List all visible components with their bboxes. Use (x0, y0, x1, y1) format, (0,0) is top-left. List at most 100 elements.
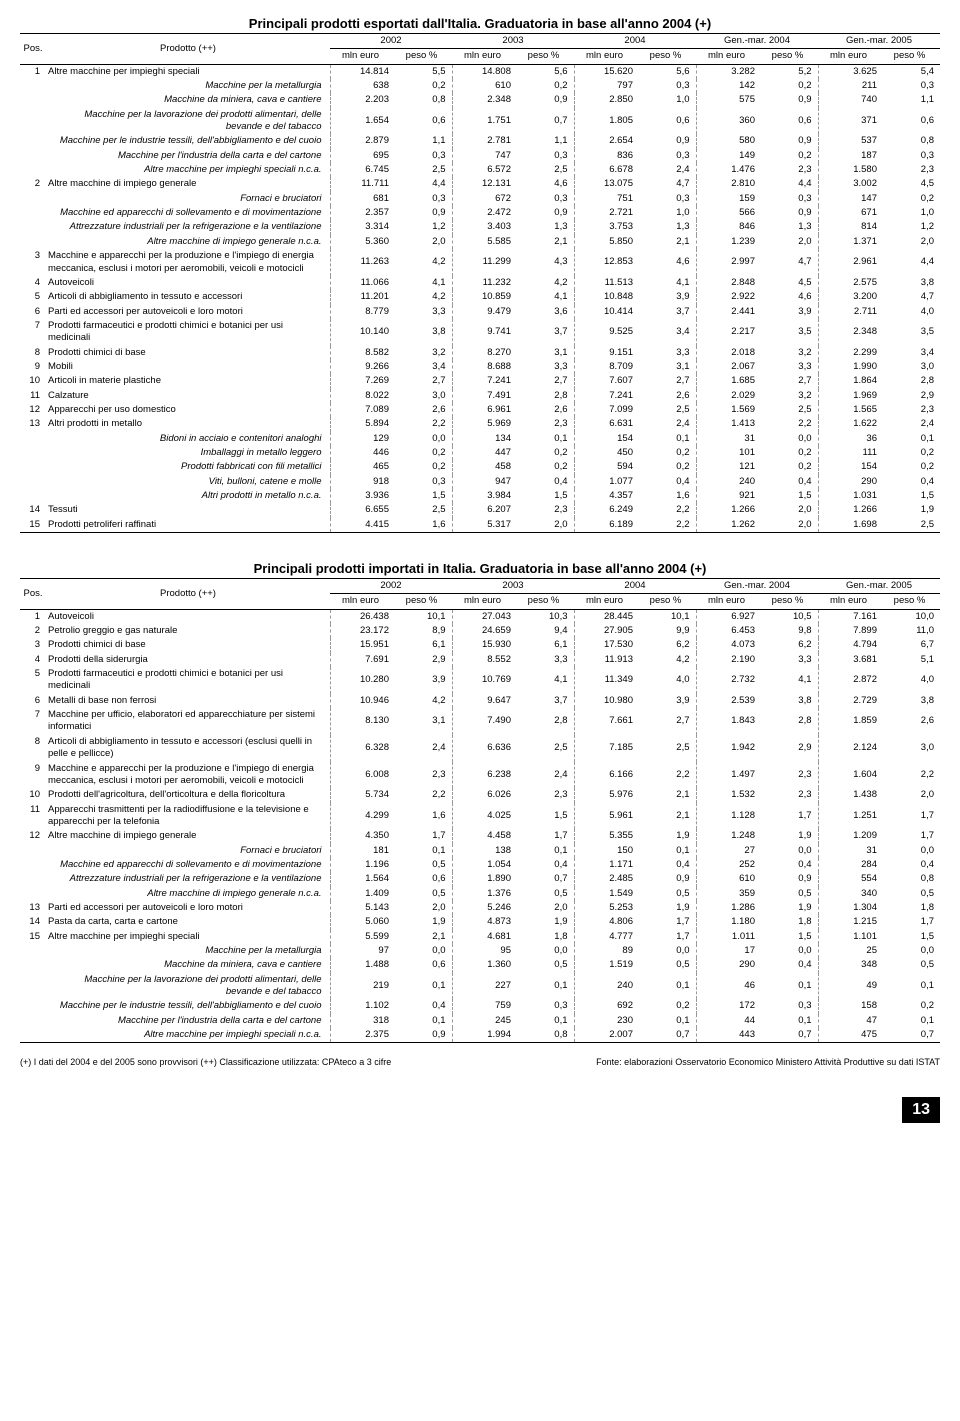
product-cell: Altre macchine di impiego generale n.c.a… (46, 887, 330, 901)
product-cell: Attrezzature industriali per la refriger… (46, 220, 330, 234)
pos-cell (20, 235, 46, 249)
product-cell: Petrolio greggio e gas naturale (46, 624, 330, 638)
product-cell: Parti ed accessori per autoveicoli e lor… (46, 305, 330, 319)
product-cell: Metalli di base non ferrosi (46, 694, 330, 708)
product-cell: Calzature (46, 389, 330, 403)
product-cell: Macchine per la metallurgia (46, 944, 330, 958)
product-cell: Macchine per l'industria della carta e d… (46, 1014, 330, 1028)
product-cell: Viti, bulloni, catene e molle (46, 475, 330, 489)
product-cell: Prodotti dell'agricoltura, dell'orticolt… (46, 788, 330, 802)
product-cell: Parti ed accessori per autoveicoli e lor… (46, 901, 330, 915)
pos-cell (20, 958, 46, 972)
pos-cell: 10 (20, 374, 46, 388)
product-cell: Altri prodotti in metallo n.c.a. (46, 489, 330, 503)
table1-title: Principali prodotti esportati dall'Itali… (20, 16, 940, 31)
product-cell: Prodotti petroliferi raffinati (46, 518, 330, 533)
product-cell: Macchine ed apparecchi di sollevamento e… (46, 858, 330, 872)
pos-cell (20, 163, 46, 177)
product-cell: Macchine da miniera, cava e cantiere (46, 93, 330, 107)
product-cell: Macchine e apparecchi per la produzione … (46, 249, 330, 276)
pos-cell (20, 149, 46, 163)
product-cell: Altre macchine per impieghi speciali (46, 930, 330, 944)
pos-cell: 15 (20, 930, 46, 944)
product-cell: Altre macchine per impieghi speciali (46, 64, 330, 79)
product-cell: Prodotti chimici di base (46, 638, 330, 652)
pos-cell (20, 134, 46, 148)
pos-cell (20, 206, 46, 220)
product-cell: Macchine per la lavorazione dei prodotti… (46, 108, 330, 135)
product-cell: Fornaci e bruciatori (46, 844, 330, 858)
pos-cell (20, 973, 46, 1000)
product-cell: Macchine per la lavorazione dei prodotti… (46, 973, 330, 1000)
pos-cell (20, 858, 46, 872)
product-cell: Macchine ed apparecchi di sollevamento e… (46, 206, 330, 220)
pos-cell: 8 (20, 346, 46, 360)
pos-cell: 9 (20, 762, 46, 789)
pos-cell: 6 (20, 305, 46, 319)
product-cell: Apparecchi trasmittenti per la radiodiff… (46, 803, 330, 830)
product-cell: Mobili (46, 360, 330, 374)
pos-cell: 5 (20, 290, 46, 304)
product-cell: Macchine per la metallurgia (46, 79, 330, 93)
pos-cell: 7 (20, 708, 46, 735)
pos-cell: 14 (20, 503, 46, 517)
pos-cell (20, 887, 46, 901)
pos-cell (20, 999, 46, 1013)
pos-cell (20, 93, 46, 107)
product-cell: Macchine per le industrie tessili, dell'… (46, 134, 330, 148)
pos-cell: 6 (20, 694, 46, 708)
pos-cell: 3 (20, 638, 46, 652)
pos-cell (20, 108, 46, 135)
pos-cell: 4 (20, 653, 46, 667)
pos-cell: 1 (20, 64, 46, 79)
pos-cell (20, 844, 46, 858)
pos-cell: 12 (20, 403, 46, 417)
product-cell: Altre macchine di impiego generale (46, 829, 330, 843)
pos-cell (20, 489, 46, 503)
page-number: 13 (902, 1097, 940, 1123)
product-cell: Imballaggi in metallo leggero (46, 446, 330, 460)
product-cell: Autoveicoli (46, 609, 330, 624)
pos-cell: 10 (20, 788, 46, 802)
product-cell: Prodotti farmaceutici e prodotti chimici… (46, 667, 330, 694)
pos-cell (20, 79, 46, 93)
product-cell: Macchine per l'industria della carta e d… (46, 149, 330, 163)
product-cell: Macchine per ufficio, elaboratori ed app… (46, 708, 330, 735)
import-table: Pos. Prodotto (++) 2002 2003 2004 Gen.-m… (20, 578, 940, 1043)
pos-cell: 8 (20, 735, 46, 762)
pos-cell: 11 (20, 803, 46, 830)
product-cell: Macchine per le industrie tessili, dell'… (46, 999, 330, 1013)
pos-cell: 2 (20, 177, 46, 191)
pos-cell: 3 (20, 249, 46, 276)
pos-cell (20, 1014, 46, 1028)
pos-cell (20, 872, 46, 886)
product-cell: Prodotti fabbricati con fili metallici (46, 460, 330, 474)
product-cell: Bidoni in acciaio e contenitori analoghi (46, 432, 330, 446)
product-cell: Fornaci e bruciatori (46, 192, 330, 206)
pos-cell (20, 220, 46, 234)
pos-cell: 13 (20, 901, 46, 915)
pos-cell: 13 (20, 417, 46, 431)
product-cell: Pasta da carta, carta e cartone (46, 915, 330, 929)
pos-cell (20, 460, 46, 474)
pos-cell: 2 (20, 624, 46, 638)
pos-cell: 7 (20, 319, 46, 346)
product-cell: Prodotti della siderurgia (46, 653, 330, 667)
pos-cell: 14 (20, 915, 46, 929)
product-cell: Prodotti farmaceutici e prodotti chimici… (46, 319, 330, 346)
pos-cell (20, 944, 46, 958)
pos-cell: 5 (20, 667, 46, 694)
pos-cell: 1 (20, 609, 46, 624)
product-cell: Articoli in materie plastiche (46, 374, 330, 388)
pos-cell (20, 446, 46, 460)
product-cell: Tessuti (46, 503, 330, 517)
pos-cell: 11 (20, 389, 46, 403)
pos-cell (20, 1028, 46, 1043)
pos-cell: 15 (20, 518, 46, 533)
footnotes: (+) I dati del 2004 e del 2005 sono prov… (20, 1057, 940, 1067)
footnote-right: Fonte: elaborazioni Osservatorio Economi… (596, 1057, 940, 1067)
pos-cell: 4 (20, 276, 46, 290)
table2-title: Principali prodotti importati in Italia.… (20, 561, 940, 576)
product-cell: Articoli di abbigliamento in tessuto e a… (46, 290, 330, 304)
pos-cell (20, 432, 46, 446)
